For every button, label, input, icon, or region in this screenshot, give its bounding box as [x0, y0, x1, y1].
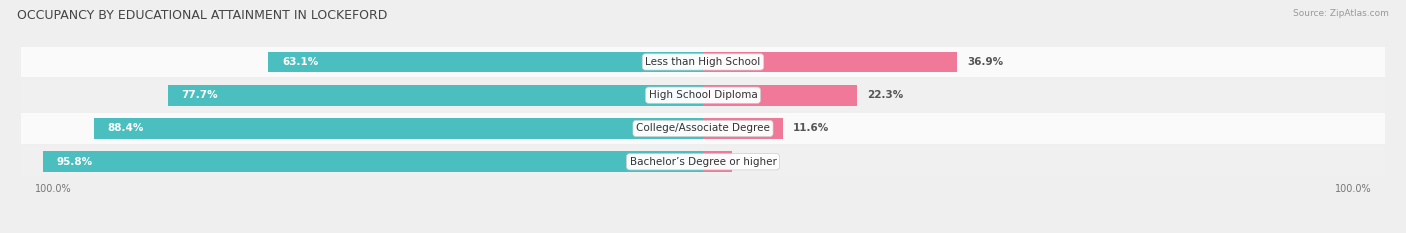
Text: 11.6%: 11.6% — [793, 123, 830, 134]
Text: 36.9%: 36.9% — [967, 57, 1004, 67]
Bar — [94, 118, 703, 139]
Text: 100.0%: 100.0% — [1334, 184, 1371, 194]
Text: 77.7%: 77.7% — [181, 90, 218, 100]
Bar — [21, 147, 1385, 177]
Text: 88.4%: 88.4% — [108, 123, 145, 134]
Text: Source: ZipAtlas.com: Source: ZipAtlas.com — [1294, 9, 1389, 18]
Text: 95.8%: 95.8% — [56, 157, 93, 167]
Text: Less than High School: Less than High School — [645, 57, 761, 67]
Bar — [703, 51, 957, 72]
Bar — [21, 47, 1385, 77]
Text: 22.3%: 22.3% — [868, 90, 903, 100]
Bar — [21, 113, 1385, 144]
Bar — [703, 85, 856, 106]
Bar — [21, 80, 1385, 110]
Text: 100.0%: 100.0% — [35, 184, 72, 194]
Text: High School Diploma: High School Diploma — [648, 90, 758, 100]
Text: OCCUPANCY BY EDUCATIONAL ATTAINMENT IN LOCKEFORD: OCCUPANCY BY EDUCATIONAL ATTAINMENT IN L… — [17, 9, 387, 22]
Text: 4.2%: 4.2% — [742, 157, 772, 167]
Bar — [44, 151, 703, 172]
Bar — [703, 118, 783, 139]
Text: College/Associate Degree: College/Associate Degree — [636, 123, 770, 134]
Text: Bachelor’s Degree or higher: Bachelor’s Degree or higher — [630, 157, 776, 167]
Bar — [703, 151, 733, 172]
Bar — [269, 51, 703, 72]
Text: 63.1%: 63.1% — [283, 57, 318, 67]
Bar — [167, 85, 703, 106]
